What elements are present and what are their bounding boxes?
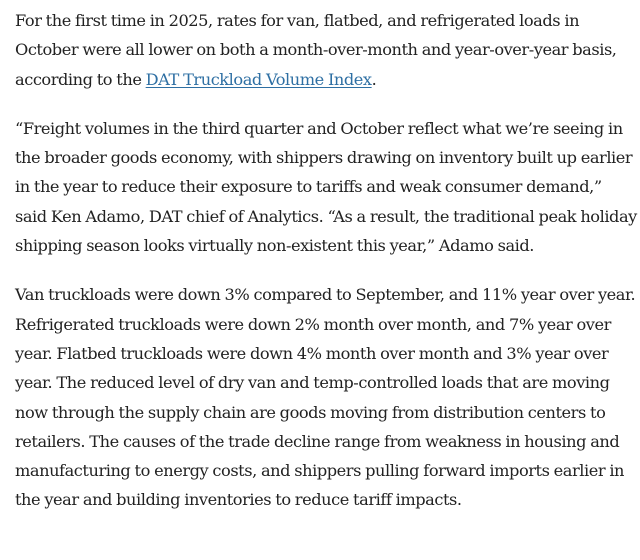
dat-truckload-volume-index-link[interactable]: DAT Truckload Volume Index — [145, 69, 372, 89]
paragraph-intro-text: For the first time in 2025, rates for va… — [15, 11, 617, 89]
paragraph-intro: For the first time in 2025, rates for va… — [15, 6, 637, 94]
article-body: For the first time in 2025, rates for va… — [15, 6, 637, 535]
paragraph-intro-end: . — [371, 69, 377, 89]
paragraph-quote: “Freight volumes in the third quarter an… — [15, 118, 637, 256]
paragraph-statistics: Van truckloads were down 3% compared to … — [15, 285, 636, 510]
